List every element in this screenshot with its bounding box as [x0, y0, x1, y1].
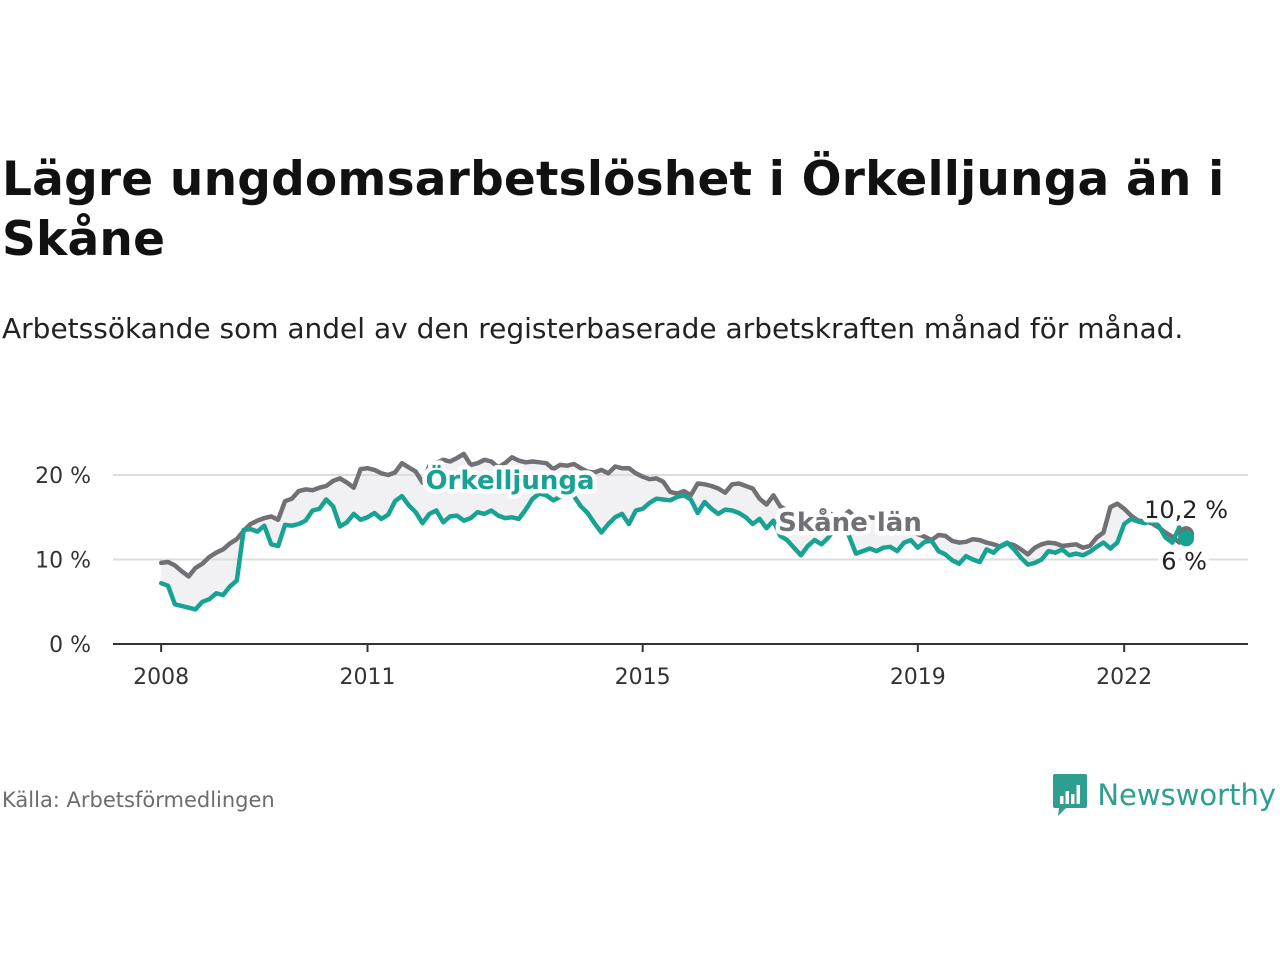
series-label-skane-halo: Skåne län — [778, 506, 922, 538]
series-lines — [158, 451, 1195, 612]
series-label-orkelljunga-halo: Örkelljunga — [425, 463, 594, 496]
newsworthy-logo[interactable]: Newsworthy — [1052, 772, 1276, 818]
logo-text: Newsworthy — [1097, 778, 1276, 812]
end-point-orkelljunga — [1178, 530, 1195, 547]
series-label-skane-text: Skåne län — [778, 506, 922, 538]
difference-band — [161, 453, 1187, 610]
series-label-orkelljunga-text: Örkelljunga — [425, 463, 594, 496]
end-label-skane: 10,2 %10,2 % — [1140, 492, 1233, 529]
end-label-orkelljunga: 6 %6 % — [1157, 543, 1212, 580]
series-line-skane — [158, 451, 1189, 579]
y-tick-label: 0 % — [49, 633, 91, 658]
line-chart: 0 % 10 % 20 % 2008 2011 2015 2019 2022 Örkellju… — [0, 420, 1280, 710]
bar-chart-icon — [1053, 774, 1088, 816]
end-label-orkelljunga-text: 6 % — [1161, 547, 1207, 575]
chart-svg: 0 % 10 % 20 % 2008 2011 2015 2019 2022 Örkellju… — [35, 451, 1248, 690]
y-tick-label: 20 % — [35, 464, 91, 489]
x-tick-label: 2015 — [615, 665, 671, 690]
x-tick-label: 2022 — [1096, 665, 1152, 690]
end-label-orkelljunga-halo: 6 % — [1161, 547, 1207, 575]
source-note: Källa: Arbetsförmedlingen — [2, 788, 275, 812]
page-subtitle: Arbetssökande som andel av den registerb… — [2, 312, 1184, 345]
y-tick-label: 10 % — [35, 549, 91, 574]
axes: 0 % 10 % 20 % 2008 2011 2015 2019 2022 — [35, 464, 1248, 690]
end-label-skane-text: 10,2 % — [1144, 496, 1228, 524]
grid-lines — [113, 474, 1248, 561]
end-label-skane-halo: 10,2 % — [1144, 496, 1228, 524]
x-tick-label: 2019 — [890, 665, 946, 690]
x-tick-label: 2011 — [340, 665, 396, 690]
x-tick-label: 2008 — [133, 665, 189, 690]
page-title: Lägre ungdomsarbetslöshet i Örkelljunga … — [2, 152, 1225, 267]
series-line-orkelljunga — [158, 489, 1189, 612]
